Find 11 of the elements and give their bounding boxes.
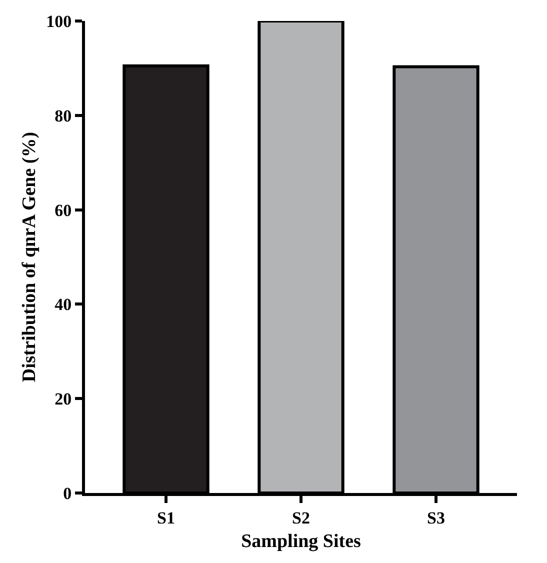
y-tick-label: 0: [63, 484, 72, 503]
x-tick-label: S3: [427, 508, 445, 528]
y-tick-label: 20: [54, 390, 72, 409]
y-tick-label: 60: [54, 200, 72, 220]
x-tick-label: S1: [157, 508, 175, 528]
y-tick-label: 40: [54, 295, 72, 314]
x-tick-label: S2: [292, 508, 310, 528]
y-tick-label: 80: [54, 106, 72, 126]
y-axis-title: Distribution of qnrA Gene (%): [18, 132, 40, 382]
x-axis-title: Sampling Sites: [241, 531, 361, 552]
y-tick-label: 100: [46, 12, 72, 31]
